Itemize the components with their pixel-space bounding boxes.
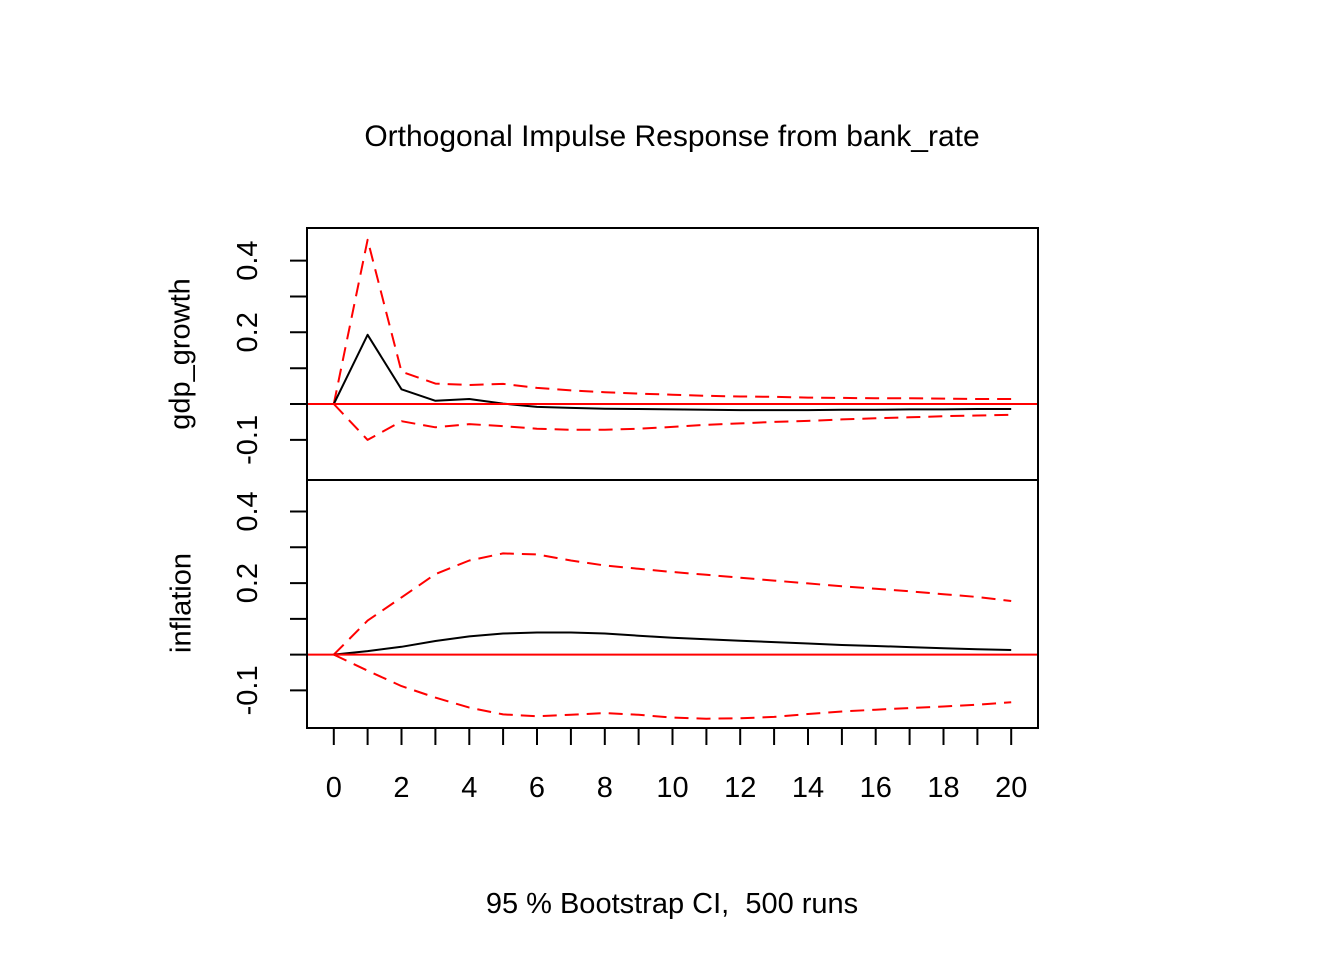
- y-tick-label: -0.1: [232, 415, 264, 465]
- plot-caption: 95 % Bootstrap CI, 500 runs: [485, 888, 859, 920]
- y-tick-label: 0.2: [232, 563, 264, 603]
- y-axis-label-inflation: inflation: [165, 553, 198, 653]
- x-tick-label: 2: [393, 772, 409, 804]
- x-tick-label: 0: [326, 772, 342, 804]
- plot-title: Orthogonal Impulse Response from bank_ra…: [364, 120, 980, 153]
- ci-lower-line-gdp_growth: [333, 403, 1012, 441]
- ci-upper-line-gdp_growth: [332, 238, 1012, 405]
- ci-lower-line-inflation: [333, 653, 1012, 720]
- x-tick-label: 18: [927, 772, 959, 804]
- x-tick-label: 4: [461, 772, 477, 804]
- y-tick-label: 0.2: [232, 312, 264, 352]
- x-tick-label: 20: [995, 772, 1027, 804]
- x-tick-label: 12: [724, 772, 756, 804]
- y-tick-label: 0.4: [232, 240, 264, 280]
- x-tick-label: 10: [656, 772, 688, 804]
- x-tick-label: 16: [860, 772, 892, 804]
- irf-line-inflation: [333, 631, 1012, 656]
- x-tick-label: 8: [597, 772, 613, 804]
- y-axis-label-gdp-growth: gdp_growth: [164, 278, 197, 430]
- y-tick-label: -0.1: [232, 665, 264, 715]
- x-tick-label: 14: [792, 772, 824, 804]
- ci-upper-line-inflation: [333, 552, 1012, 656]
- y-tick-label: 0.4: [232, 491, 264, 531]
- irf-line-gdp_growth: [332, 333, 1012, 412]
- panel-frame-gdp_growth: [306, 227, 1039, 481]
- x-tick-label: 6: [529, 772, 545, 804]
